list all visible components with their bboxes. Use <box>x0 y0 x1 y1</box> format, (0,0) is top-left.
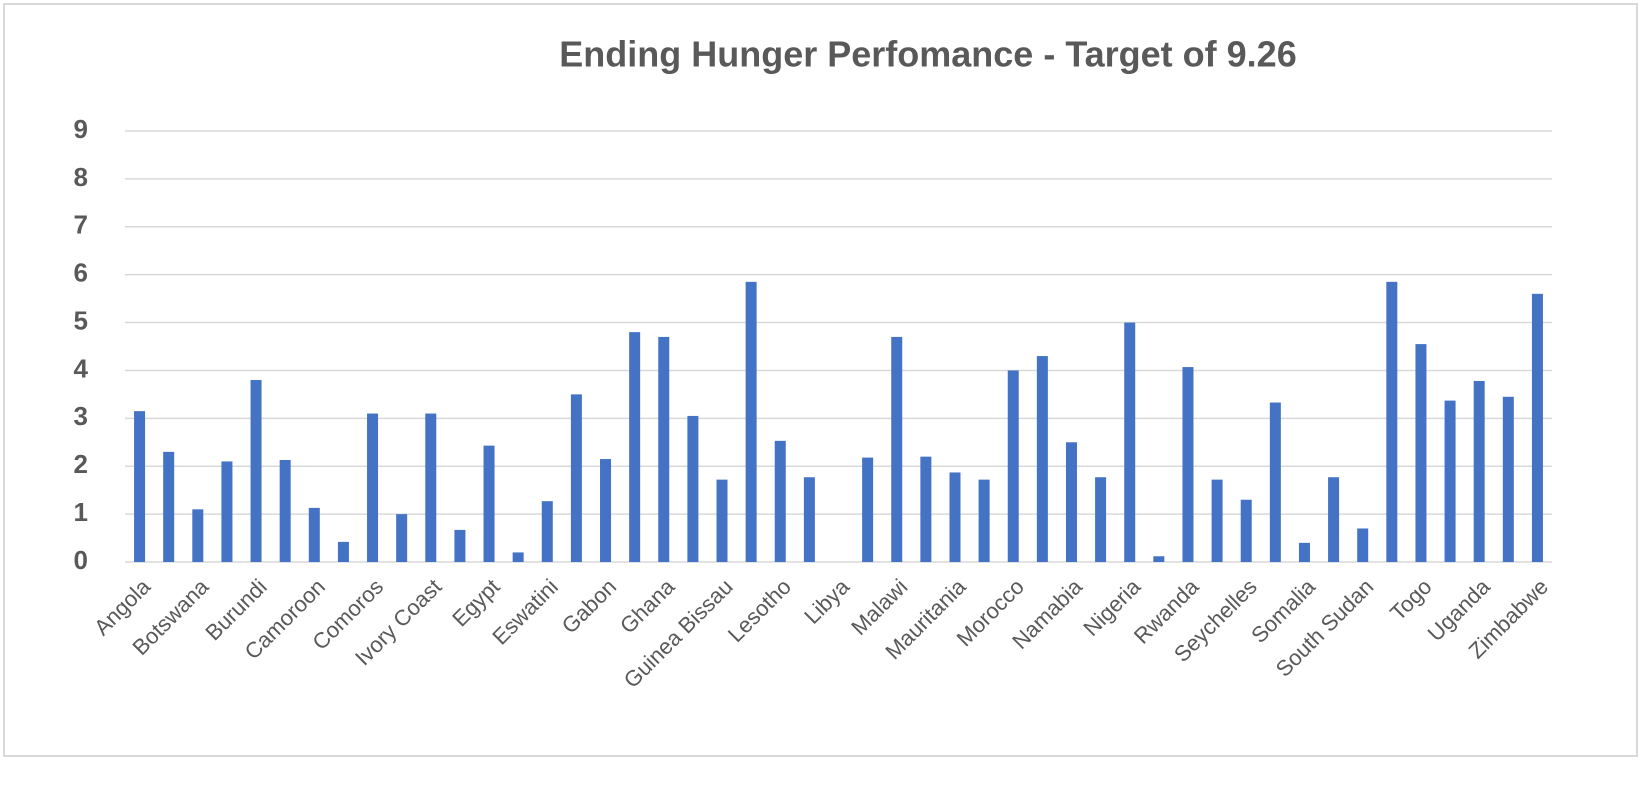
bar <box>570 394 582 562</box>
bar <box>163 451 175 562</box>
bar <box>1036 356 1048 562</box>
bar <box>279 459 291 562</box>
bar <box>1328 477 1340 562</box>
y-tick-label: 6 <box>74 258 88 288</box>
bar <box>949 472 961 562</box>
bar <box>687 415 699 562</box>
chart-title: Ending Hunger Perfomance - Target of 9.2… <box>559 34 1296 75</box>
bar <box>308 507 320 562</box>
bar <box>1473 380 1485 562</box>
bar <box>367 413 379 562</box>
bar <box>1386 281 1398 562</box>
bar <box>1502 396 1514 562</box>
bar <box>1298 542 1310 562</box>
bar <box>716 479 728 562</box>
bar <box>1211 479 1223 562</box>
bar <box>1415 344 1427 562</box>
bar <box>337 541 349 562</box>
y-tick-label: 5 <box>74 305 88 335</box>
bar <box>803 477 815 562</box>
y-tick-label: 1 <box>74 497 88 527</box>
y-tick-label: 8 <box>74 162 88 192</box>
bar <box>1240 499 1252 562</box>
bar <box>920 456 932 562</box>
bar <box>454 529 466 562</box>
bar <box>512 552 524 562</box>
y-tick-label: 2 <box>74 449 88 479</box>
bar <box>221 461 233 562</box>
bar <box>250 380 262 562</box>
bar <box>1007 370 1019 562</box>
bar <box>1182 367 1194 562</box>
bar <box>1124 322 1136 562</box>
bar <box>1444 400 1456 562</box>
bar <box>862 457 874 562</box>
bar <box>774 440 786 562</box>
y-tick-label: 4 <box>74 353 89 383</box>
bar <box>1065 442 1077 562</box>
bar <box>978 479 990 562</box>
bar <box>396 514 408 562</box>
y-tick-label: 7 <box>74 210 88 240</box>
bar <box>891 336 903 562</box>
y-tick-label: 9 <box>74 114 88 144</box>
bar <box>1153 556 1165 562</box>
chart-border <box>3 3 1638 757</box>
bar <box>1269 402 1281 562</box>
bar <box>658 336 670 562</box>
bar <box>541 501 553 562</box>
bar <box>483 445 495 562</box>
bar <box>1095 477 1107 562</box>
bar <box>1357 528 1369 562</box>
bar <box>425 413 437 562</box>
bar <box>600 459 612 562</box>
bar <box>192 509 204 562</box>
bar <box>1531 293 1543 562</box>
bar <box>134 411 146 562</box>
y-tick-label: 3 <box>74 401 88 431</box>
bar <box>629 332 641 562</box>
y-tick-label: 0 <box>74 545 88 575</box>
bar <box>745 281 757 562</box>
